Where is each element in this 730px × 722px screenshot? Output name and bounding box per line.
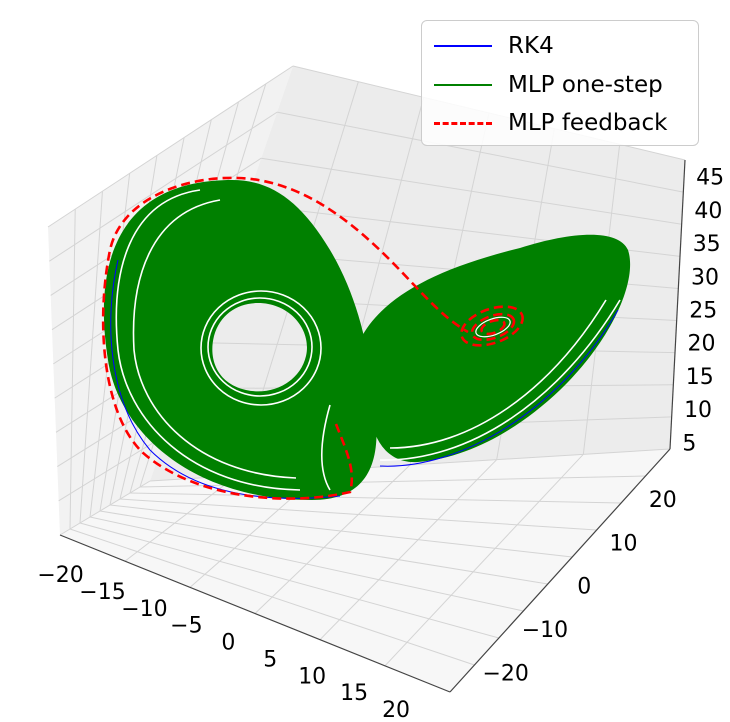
x-tick-label: 0 [221, 631, 235, 656]
grid-line-z [47, 65, 294, 228]
x-tick-label: −10 [121, 597, 167, 622]
mlp-feedback-trajectory [460, 305, 524, 347]
legend-label-mlp-feedback: MLP feedback [508, 110, 668, 136]
orbit-gap [320, 404, 331, 491]
orbit-gap [475, 316, 511, 338]
z-tick-label: 20 [688, 332, 716, 357]
orbit-gap [132, 199, 297, 479]
x-tick-label: 5 [263, 647, 277, 672]
y-tick-label: −10 [522, 618, 568, 643]
legend-item-mlp-one-step: MLP one-step [434, 67, 663, 103]
z-axis-ticks: 5 10 15 20 25 30 35 40 45 [682, 166, 724, 457]
grid-line-z [49, 111, 278, 262]
x-tick-label: 10 [298, 664, 326, 689]
legend-line-rk4 [434, 45, 492, 47]
x-tick-label: −5 [170, 614, 202, 639]
x-tick-label: −20 [37, 563, 83, 588]
x-axis-line [59, 534, 451, 693]
legend-item-mlp-feedback: MLP feedback [434, 105, 668, 141]
mlp-feedback-trajectory [480, 318, 506, 336]
z-tick-label: 10 [684, 398, 712, 423]
legend: RK4 MLP one-step MLP feedback [421, 20, 699, 146]
grid-line-floor [254, 464, 411, 614]
legend-line-mlp-one-step [434, 84, 492, 86]
y-tick-label: 20 [649, 488, 677, 513]
y-tick-label: 0 [577, 575, 591, 600]
z-tick-label: 35 [693, 232, 721, 257]
axes-edges [59, 159, 686, 693]
orbit-gap [389, 299, 607, 449]
trajectories [101, 176, 631, 500]
x-tick-label: 15 [340, 681, 368, 706]
mlp-one-step-left-wing [103, 180, 377, 500]
z-tick-label: 25 [689, 298, 717, 323]
z-tick-label: 45 [696, 166, 724, 191]
x-axis-ticks: −20−15−10−5 0 5 10 15 20 [37, 563, 410, 722]
orbit-gap [115, 189, 301, 491]
floor-pane [60, 449, 670, 692]
y-axis-line [449, 448, 671, 693]
grid-line-left [79, 191, 103, 524]
y-tick-label: −20 [482, 661, 528, 686]
grid-line-left [69, 209, 76, 530]
orbit-gap [379, 299, 621, 461]
y-tick-label: 10 [610, 531, 638, 556]
orbit-gap [207, 297, 313, 397]
z-tick-label: 5 [682, 431, 696, 456]
legend-item-rk4: RK4 [434, 28, 554, 64]
z-axis-line [669, 159, 686, 450]
rk4-trajectory [379, 309, 619, 467]
y-axis-ticks: −20 −10 0 10 20 [482, 488, 676, 687]
z-tick-label: 30 [691, 265, 719, 290]
z-tick-label: 40 [694, 199, 722, 224]
grid-line-floor [384, 453, 584, 667]
x-tick-label: 20 [382, 698, 410, 722]
x-tick-label: −15 [79, 580, 125, 605]
grid-line-floor [319, 459, 498, 641]
grid-line-z [58, 434, 167, 502]
z-tick-label: 15 [686, 365, 714, 390]
mlp-one-step-right-wing [360, 234, 631, 463]
legend-label-mlp-one-step: MLP one-step [508, 72, 663, 98]
orbit-gap [200, 290, 322, 406]
grid-line-z [59, 480, 151, 536]
mlp-feedback-trajectory [470, 312, 516, 342]
legend-label-rk4: RK4 [508, 33, 554, 59]
legend-line-mlp-feedback [434, 121, 492, 125]
